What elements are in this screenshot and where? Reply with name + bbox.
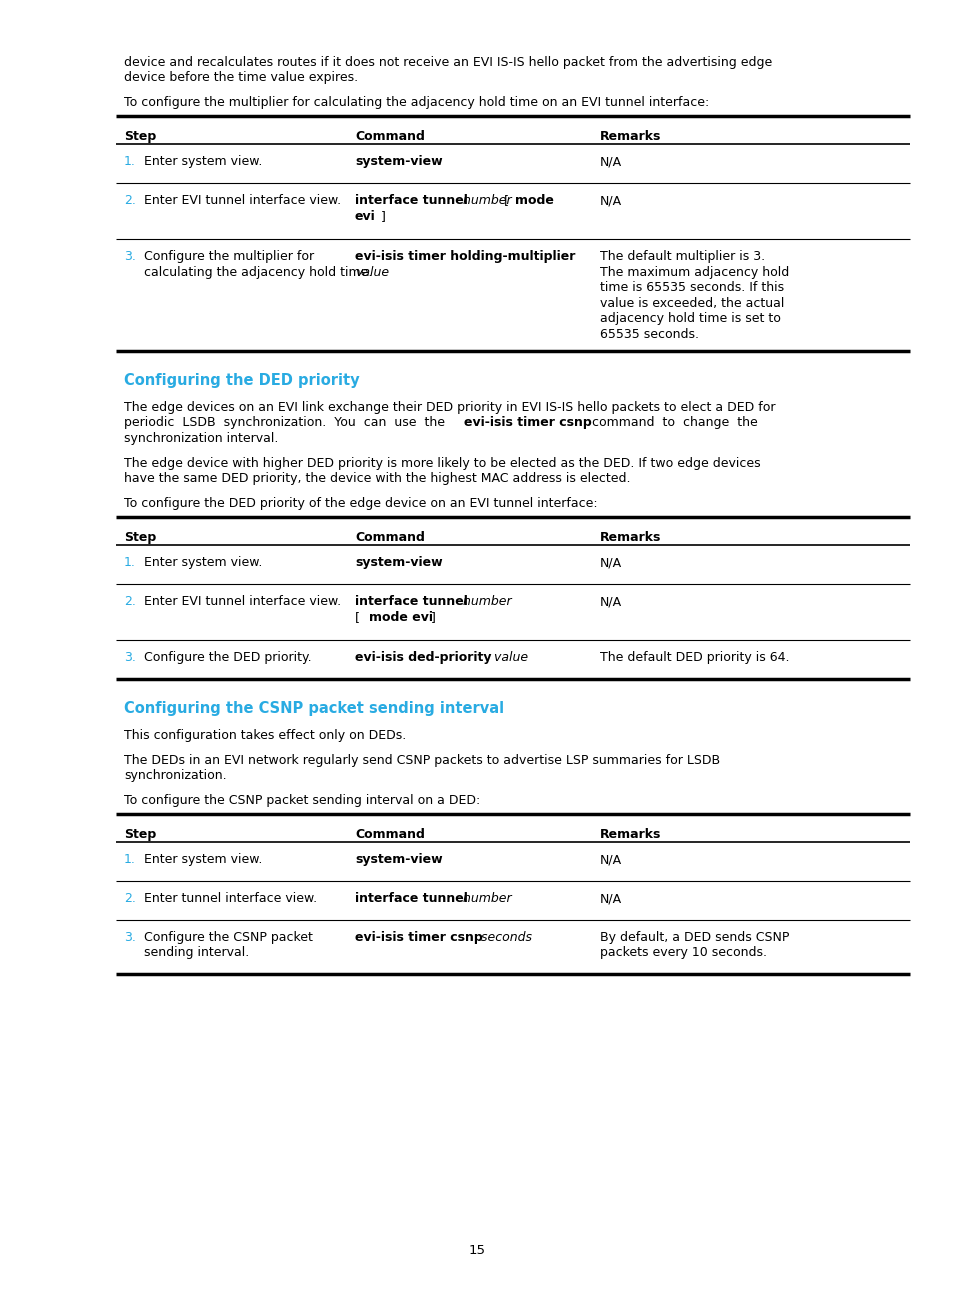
Text: periodic  LSDB  synchronization.  You  can  use  the: periodic LSDB synchronization. You can u… [124, 416, 453, 429]
Text: evi: evi [355, 210, 375, 223]
Text: To configure the multiplier for calculating the adjacency hold time on an EVI tu: To configure the multiplier for calculat… [124, 96, 708, 109]
Text: interface tunnel: interface tunnel [355, 595, 467, 608]
Text: 3.: 3. [124, 250, 135, 263]
Text: 1.: 1. [124, 156, 135, 168]
Text: N/A: N/A [599, 853, 621, 866]
Text: calculating the adjacency hold time.: calculating the adjacency hold time. [144, 266, 372, 279]
Text: 3.: 3. [124, 931, 135, 943]
Text: evi-isis timer csnp: evi-isis timer csnp [463, 416, 591, 429]
Text: evi-isis timer csnp: evi-isis timer csnp [355, 931, 482, 943]
Text: [: [ [355, 610, 364, 623]
Text: value: value [490, 651, 528, 664]
Text: Enter EVI tunnel interface view.: Enter EVI tunnel interface view. [144, 194, 341, 207]
Text: The default multiplier is 3.: The default multiplier is 3. [599, 250, 764, 263]
Text: device before the time value expires.: device before the time value expires. [124, 71, 357, 84]
Text: By default, a DED sends CSNP: By default, a DED sends CSNP [599, 931, 788, 943]
Text: ]: ] [376, 210, 385, 223]
Text: N/A: N/A [599, 556, 621, 569]
Text: N/A: N/A [599, 892, 621, 905]
Text: number: number [458, 595, 511, 608]
Text: To configure the DED priority of the edge device on an EVI tunnel interface:: To configure the DED priority of the edg… [124, 498, 597, 511]
Text: evi-isis timer holding-multiplier: evi-isis timer holding-multiplier [355, 250, 575, 263]
Text: Command: Command [355, 828, 424, 841]
Text: sending interval.: sending interval. [144, 946, 249, 959]
Text: Remarks: Remarks [599, 828, 660, 841]
Text: The edge device with higher DED priority is more likely to be elected as the DED: The edge device with higher DED priority… [124, 456, 760, 469]
Text: number: number [458, 892, 511, 905]
Text: 2.: 2. [124, 892, 135, 905]
Text: [: [ [499, 194, 513, 207]
Text: Command: Command [355, 131, 424, 144]
Text: system-view: system-view [355, 156, 442, 168]
Text: N/A: N/A [599, 595, 621, 608]
Text: 1.: 1. [124, 556, 135, 569]
Text: value: value [355, 266, 389, 279]
Text: The default DED priority is 64.: The default DED priority is 64. [599, 651, 789, 664]
Text: N/A: N/A [599, 156, 621, 168]
Text: Enter system view.: Enter system view. [144, 556, 262, 569]
Text: Enter EVI tunnel interface view.: Enter EVI tunnel interface view. [144, 595, 341, 608]
Text: Step: Step [124, 531, 156, 544]
Text: interface tunnel: interface tunnel [355, 194, 467, 207]
Text: Enter system view.: Enter system view. [144, 156, 262, 168]
Text: Step: Step [124, 131, 156, 144]
Text: The maximum adjacency hold: The maximum adjacency hold [599, 266, 788, 279]
Text: Remarks: Remarks [599, 531, 660, 544]
Text: 15: 15 [468, 1244, 485, 1257]
Text: value is exceeded, the actual: value is exceeded, the actual [599, 297, 783, 310]
Text: evi-isis ded-priority: evi-isis ded-priority [355, 651, 491, 664]
Text: Command: Command [355, 531, 424, 544]
Text: This configuration takes effect only on DEDs.: This configuration takes effect only on … [124, 728, 406, 741]
Text: Step: Step [124, 828, 156, 841]
Text: Configure the CSNP packet: Configure the CSNP packet [144, 931, 313, 943]
Text: system-view: system-view [355, 853, 442, 866]
Text: Remarks: Remarks [599, 131, 660, 144]
Text: Configuring the DED priority: Configuring the DED priority [124, 373, 359, 388]
Text: command  to  change  the: command to change the [583, 416, 757, 429]
Text: mode evi: mode evi [369, 610, 433, 623]
Text: time is 65535 seconds. If this: time is 65535 seconds. If this [599, 281, 783, 294]
Text: 2.: 2. [124, 194, 135, 207]
Text: Configure the multiplier for: Configure the multiplier for [144, 250, 314, 263]
Text: packets every 10 seconds.: packets every 10 seconds. [599, 946, 766, 959]
Text: synchronization interval.: synchronization interval. [124, 432, 278, 445]
Text: 1.: 1. [124, 853, 135, 866]
Text: Enter tunnel interface view.: Enter tunnel interface view. [144, 892, 316, 905]
Text: 2.: 2. [124, 595, 135, 608]
Text: To configure the CSNP packet sending interval on a DED:: To configure the CSNP packet sending int… [124, 794, 479, 807]
Text: Configuring the CSNP packet sending interval: Configuring the CSNP packet sending inte… [124, 701, 503, 715]
Text: N/A: N/A [599, 194, 621, 207]
Text: The edge devices on an EVI link exchange their DED priority in EVI IS-IS hello p: The edge devices on an EVI link exchange… [124, 400, 775, 413]
Text: Configure the DED priority.: Configure the DED priority. [144, 651, 312, 664]
Text: have the same DED priority, the device with the highest MAC address is elected.: have the same DED priority, the device w… [124, 472, 630, 485]
Text: number: number [458, 194, 511, 207]
Text: 3.: 3. [124, 651, 135, 664]
Text: system-view: system-view [355, 556, 442, 569]
Text: ]: ] [427, 610, 436, 623]
Text: mode: mode [515, 194, 554, 207]
Text: 65535 seconds.: 65535 seconds. [599, 328, 699, 341]
Text: device and recalculates routes if it does not receive an EVI IS-IS hello packet : device and recalculates routes if it doe… [124, 56, 771, 69]
Text: interface tunnel: interface tunnel [355, 892, 467, 905]
Text: Enter system view.: Enter system view. [144, 853, 262, 866]
Text: seconds: seconds [476, 931, 532, 943]
Text: adjacency hold time is set to: adjacency hold time is set to [599, 312, 781, 325]
Text: The DEDs in an EVI network regularly send CSNP packets to advertise LSP summarie: The DEDs in an EVI network regularly sen… [124, 754, 720, 767]
Text: synchronization.: synchronization. [124, 769, 227, 783]
